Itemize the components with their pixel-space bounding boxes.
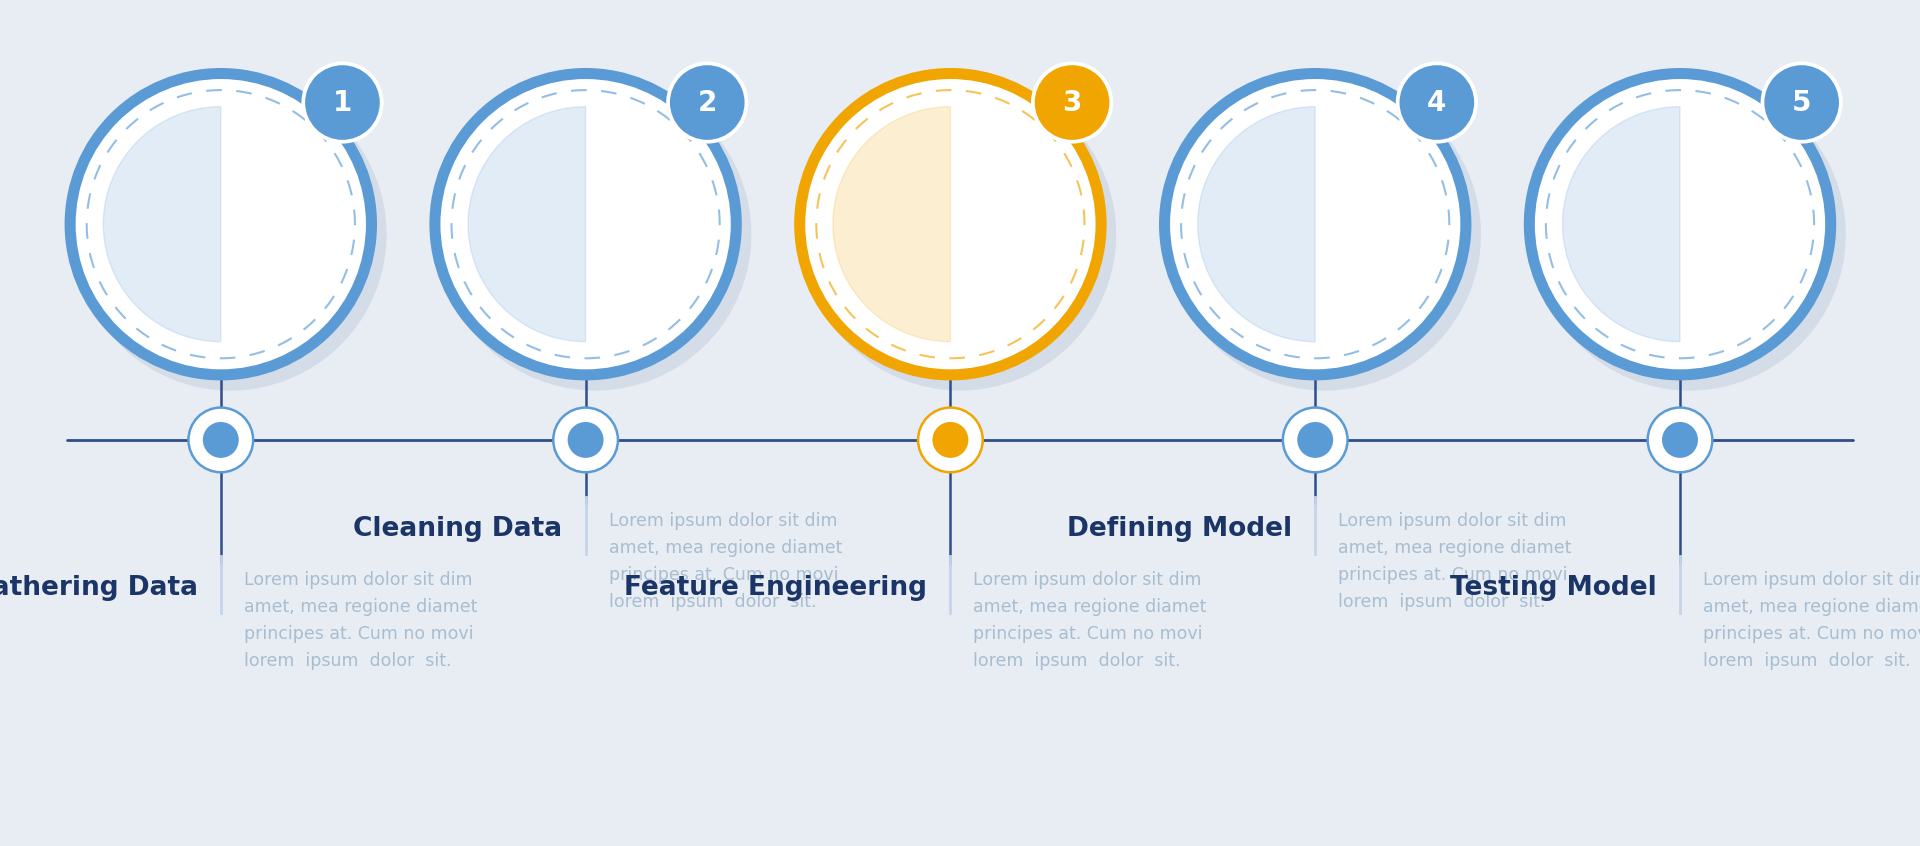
Ellipse shape: [430, 68, 741, 381]
Ellipse shape: [666, 62, 749, 144]
Ellipse shape: [1396, 62, 1478, 144]
Text: Lorem ipsum dolor sit dim
amet, mea regione diamet
principes at. Cum no movi
lor: Lorem ipsum dolor sit dim amet, mea regi…: [244, 571, 478, 670]
Text: Cleaning Data: Cleaning Data: [353, 516, 563, 541]
Ellipse shape: [1298, 422, 1332, 458]
Ellipse shape: [204, 422, 238, 458]
Text: 3: 3: [1062, 89, 1081, 117]
Ellipse shape: [1194, 102, 1436, 346]
Polygon shape: [1198, 107, 1315, 342]
Text: Feature Engineering: Feature Engineering: [624, 575, 927, 601]
Ellipse shape: [1764, 65, 1839, 140]
Ellipse shape: [1035, 65, 1110, 140]
Ellipse shape: [804, 79, 1096, 370]
Ellipse shape: [1663, 422, 1697, 458]
Ellipse shape: [465, 102, 707, 346]
Ellipse shape: [100, 102, 342, 346]
Ellipse shape: [829, 102, 1071, 346]
Ellipse shape: [305, 65, 380, 140]
Ellipse shape: [75, 79, 367, 370]
Ellipse shape: [1169, 79, 1461, 370]
Ellipse shape: [1031, 62, 1114, 144]
Polygon shape: [833, 107, 950, 342]
Text: Gathering Data: Gathering Data: [0, 575, 198, 601]
Ellipse shape: [933, 422, 968, 458]
Text: Lorem ipsum dolor sit dim
amet, mea regione diamet
principes at. Cum no movi
lor: Lorem ipsum dolor sit dim amet, mea regi…: [609, 512, 843, 611]
Text: Lorem ipsum dolor sit dim
amet, mea regione diamet
principes at. Cum no movi
lor: Lorem ipsum dolor sit dim amet, mea regi…: [1703, 571, 1920, 670]
Polygon shape: [468, 107, 586, 342]
Ellipse shape: [301, 62, 384, 144]
Text: 1: 1: [332, 89, 351, 117]
Ellipse shape: [1283, 408, 1348, 472]
Ellipse shape: [568, 422, 603, 458]
Ellipse shape: [795, 68, 1106, 381]
Text: 5: 5: [1791, 89, 1811, 117]
Ellipse shape: [1761, 62, 1843, 144]
Text: Lorem ipsum dolor sit dim
amet, mea regione diamet
principes at. Cum no movi
lor: Lorem ipsum dolor sit dim amet, mea regi…: [973, 571, 1208, 670]
Ellipse shape: [1534, 78, 1845, 391]
Ellipse shape: [670, 65, 745, 140]
Ellipse shape: [918, 408, 983, 472]
Ellipse shape: [65, 68, 376, 381]
Ellipse shape: [1169, 78, 1480, 391]
Ellipse shape: [1559, 102, 1801, 346]
Polygon shape: [104, 107, 221, 342]
Ellipse shape: [440, 78, 751, 391]
Text: Lorem ipsum dolor sit dim
amet, mea regione diamet
principes at. Cum no movi
lor: Lorem ipsum dolor sit dim amet, mea regi…: [1338, 512, 1572, 611]
Ellipse shape: [804, 78, 1116, 391]
Polygon shape: [1563, 107, 1680, 342]
Ellipse shape: [553, 408, 618, 472]
Text: 4: 4: [1427, 89, 1446, 117]
Ellipse shape: [1647, 408, 1713, 472]
Ellipse shape: [75, 78, 386, 391]
Ellipse shape: [1534, 79, 1826, 370]
Ellipse shape: [1524, 68, 1836, 381]
Text: 2: 2: [697, 89, 716, 117]
Ellipse shape: [440, 79, 732, 370]
Ellipse shape: [1160, 68, 1471, 381]
Text: Testing Model: Testing Model: [1450, 575, 1657, 601]
Text: Defining Model: Defining Model: [1068, 516, 1292, 541]
Ellipse shape: [1400, 65, 1475, 140]
Ellipse shape: [188, 408, 253, 472]
